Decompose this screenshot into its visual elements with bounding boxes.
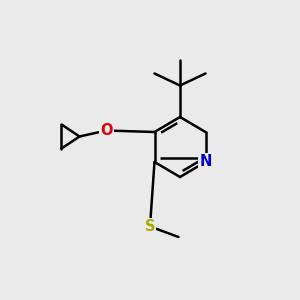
Text: S: S [145, 219, 155, 234]
Text: N: N [199, 154, 212, 169]
Text: O: O [100, 123, 113, 138]
